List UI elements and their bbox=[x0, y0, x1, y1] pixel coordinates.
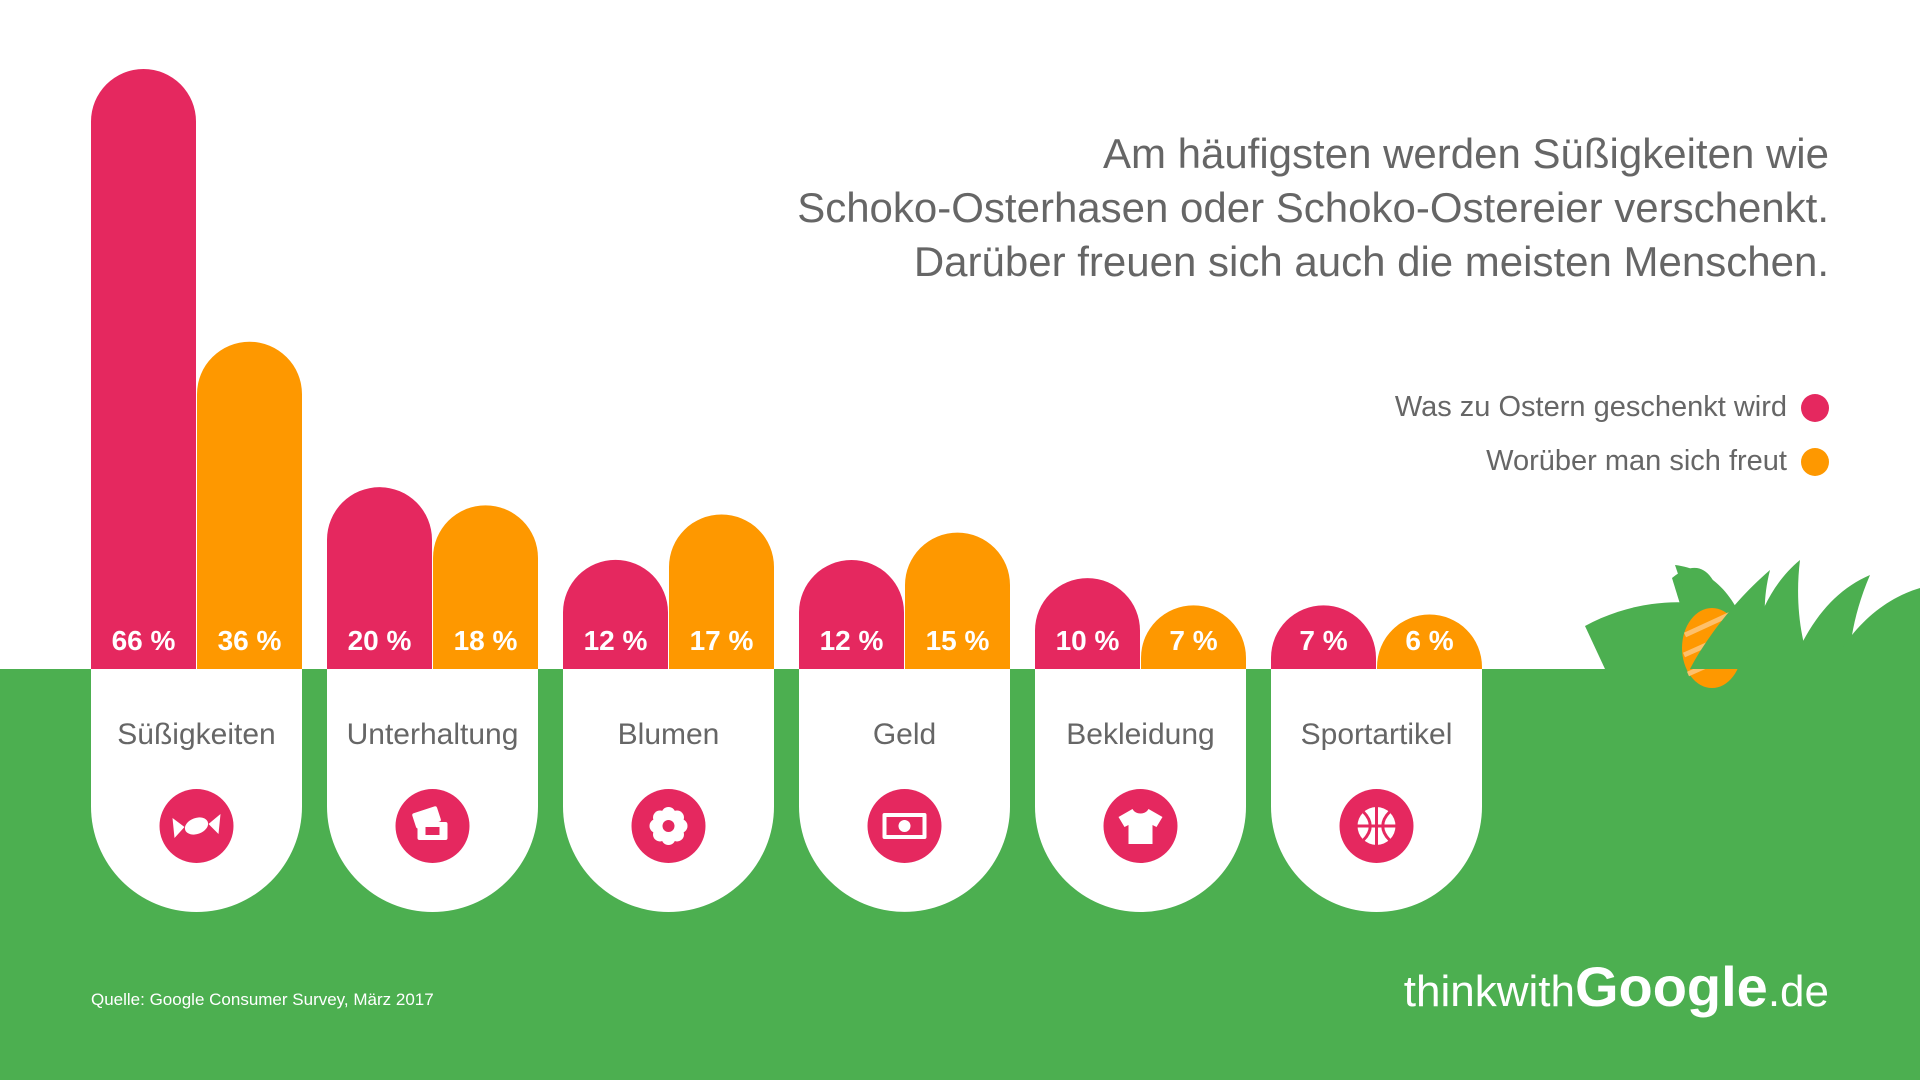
candy-icon bbox=[159, 789, 234, 863]
category-label-sportartikel: Sportartikel bbox=[1301, 718, 1453, 751]
category-group-bekleidung: 10 % 7 % Bekleidung bbox=[1035, 578, 1246, 913]
bar-gifted-unterhaltung bbox=[327, 487, 433, 669]
data-label-pleased-bekleidung: 7 % bbox=[1169, 625, 1217, 656]
category-label-unterhaltung: Unterhaltung bbox=[347, 718, 519, 751]
grass-tuft-decoration bbox=[1585, 560, 1920, 688]
logo-brand: Google bbox=[1574, 955, 1768, 1018]
data-label-pleased-suessigkeiten: 36 % bbox=[218, 625, 282, 656]
legend-label-gifted: Was zu Ostern geschenkt wird bbox=[1394, 391, 1787, 423]
category-label-suessigkeiten: Süßigkeiten bbox=[117, 718, 275, 751]
bar-gifted-blumen bbox=[563, 559, 668, 669]
bar-gifted-sportartikel bbox=[1271, 605, 1376, 669]
category-group-suessigkeiten: 66 % 36 % Süßigkeiten bbox=[91, 69, 302, 913]
data-label-gifted-unterhaltung: 20 % bbox=[348, 625, 412, 656]
bar-pleased-unterhaltung bbox=[433, 505, 538, 669]
category-group-sportartikel: 7 % 6 % Sportartikel bbox=[1271, 605, 1482, 913]
legend-swatch-pleased bbox=[1801, 447, 1829, 476]
category-label-bekleidung: Bekleidung bbox=[1066, 718, 1214, 751]
data-label-gifted-bekleidung: 10 % bbox=[1056, 625, 1120, 656]
chart-title-line-1: Am häufigsten werden Süßigkeiten wie bbox=[1102, 130, 1829, 177]
bar-gifted-suessigkeiten bbox=[91, 69, 196, 669]
bar-pleased-sportartikel bbox=[1377, 614, 1482, 669]
data-label-gifted-geld: 12 % bbox=[820, 625, 884, 656]
data-label-gifted-blumen: 12 % bbox=[584, 625, 648, 656]
category-group-geld: 12 % 15 % Geld bbox=[799, 532, 1010, 912]
bar-pleased-bekleidung bbox=[1141, 605, 1246, 669]
bar-pleased-geld bbox=[905, 532, 1010, 669]
logo-prefix: thinkwith bbox=[1403, 967, 1575, 1016]
data-label-gifted-suessigkeiten: 66 % bbox=[112, 625, 176, 656]
legend-item-pleased: Worüber man sich freut bbox=[1486, 445, 1829, 478]
category-group-unterhaltung: 20 % 18 % Unterhaltung bbox=[327, 487, 538, 913]
data-label-pleased-geld: 15 % bbox=[926, 625, 990, 656]
category-label-blumen: Blumen bbox=[618, 718, 720, 751]
source-note: Quelle: Google Consumer Survey, März 201… bbox=[91, 990, 434, 1009]
legend-item-gifted: Was zu Ostern geschenkt wird bbox=[1395, 391, 1829, 424]
flower-icon bbox=[631, 789, 706, 863]
tickets-icon bbox=[395, 789, 470, 863]
data-label-pleased-blumen: 17 % bbox=[690, 625, 754, 656]
bar-pleased-suessigkeiten bbox=[197, 341, 302, 669]
logo-suffix: .de bbox=[1767, 967, 1829, 1016]
tshirt-icon bbox=[1103, 789, 1178, 863]
category-label-geld: Geld bbox=[873, 718, 936, 751]
legend-swatch-gifted bbox=[1801, 393, 1829, 422]
category-group-blumen: 12 % 17 % Blumen bbox=[563, 514, 774, 913]
basketball-icon bbox=[1339, 789, 1414, 863]
legend-label-pleased: Worüber man sich freut bbox=[1486, 445, 1787, 477]
money-icon bbox=[867, 789, 942, 863]
chart-title-line-2: Schoko-Osterhasen oder Schoko-Ostereier … bbox=[797, 184, 1829, 231]
data-label-gifted-sportartikel: 7 % bbox=[1299, 625, 1347, 656]
bar-gifted-bekleidung bbox=[1035, 578, 1140, 669]
data-label-pleased-sportartikel: 6 % bbox=[1405, 625, 1453, 656]
data-label-pleased-unterhaltung: 18 % bbox=[454, 625, 518, 656]
bar-gifted-geld bbox=[799, 559, 904, 669]
bar-pleased-blumen bbox=[669, 514, 774, 669]
think-with-google-logo: thinkwithGoogle.de bbox=[1404, 954, 1829, 1019]
chart-title-line-3: Darüber freuen sich auch die meisten Men… bbox=[913, 238, 1829, 285]
